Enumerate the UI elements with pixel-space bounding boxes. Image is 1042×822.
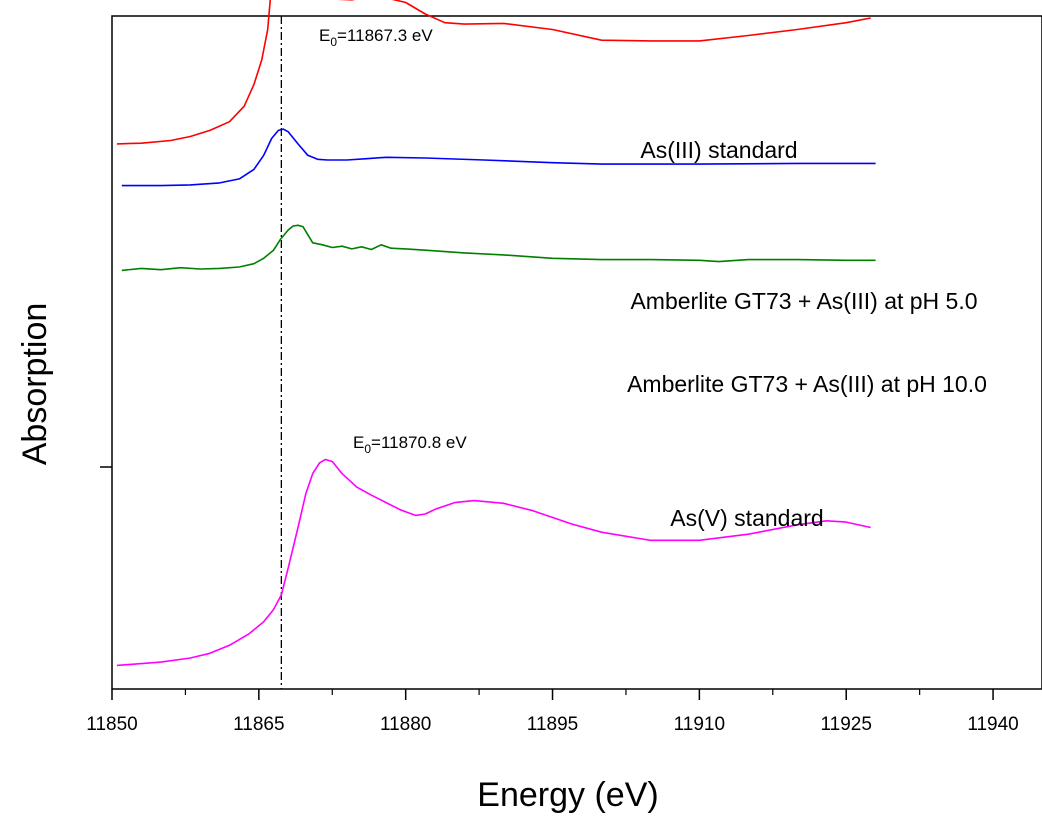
series-group [116, 0, 876, 667]
x-tick-label: 11850 [86, 714, 137, 735]
x-tick-label: 11865 [233, 714, 284, 735]
series-line-4 [116, 458, 871, 667]
x-tick-label: 11925 [820, 714, 871, 735]
series-line-1 [116, 0, 871, 145]
series-line-2 [121, 128, 876, 187]
x-tick-label: 11910 [674, 714, 725, 735]
x-tick-label: 11895 [527, 714, 578, 735]
y-axis-title: Absorption [16, 303, 54, 466]
plot-area-frame [111, 15, 1042, 690]
x-tick-label: 11880 [380, 714, 431, 735]
series-label-ph10: Amberlite GT73 + As(III) at pH 10.0 [627, 371, 987, 397]
series-label-as5-standard: As(V) standard [670, 505, 823, 531]
e0-annotation-as5: E0=11870.8 eV [353, 433, 467, 456]
x-axis-title: Energy (eV) [477, 776, 658, 814]
x-tick-label: 11940 [967, 714, 1018, 735]
series-label-as3-standard: As(III) standard [640, 137, 797, 163]
e0-annotation-as3: E0=11867.3 eV [319, 26, 433, 49]
series-line-3 [121, 224, 876, 272]
x-axis-ticks: 11850 11865 11880 11895 11910 11925 11940 [86, 689, 1019, 735]
series-label-ph5: Amberlite GT73 + As(III) at pH 5.0 [630, 288, 977, 314]
